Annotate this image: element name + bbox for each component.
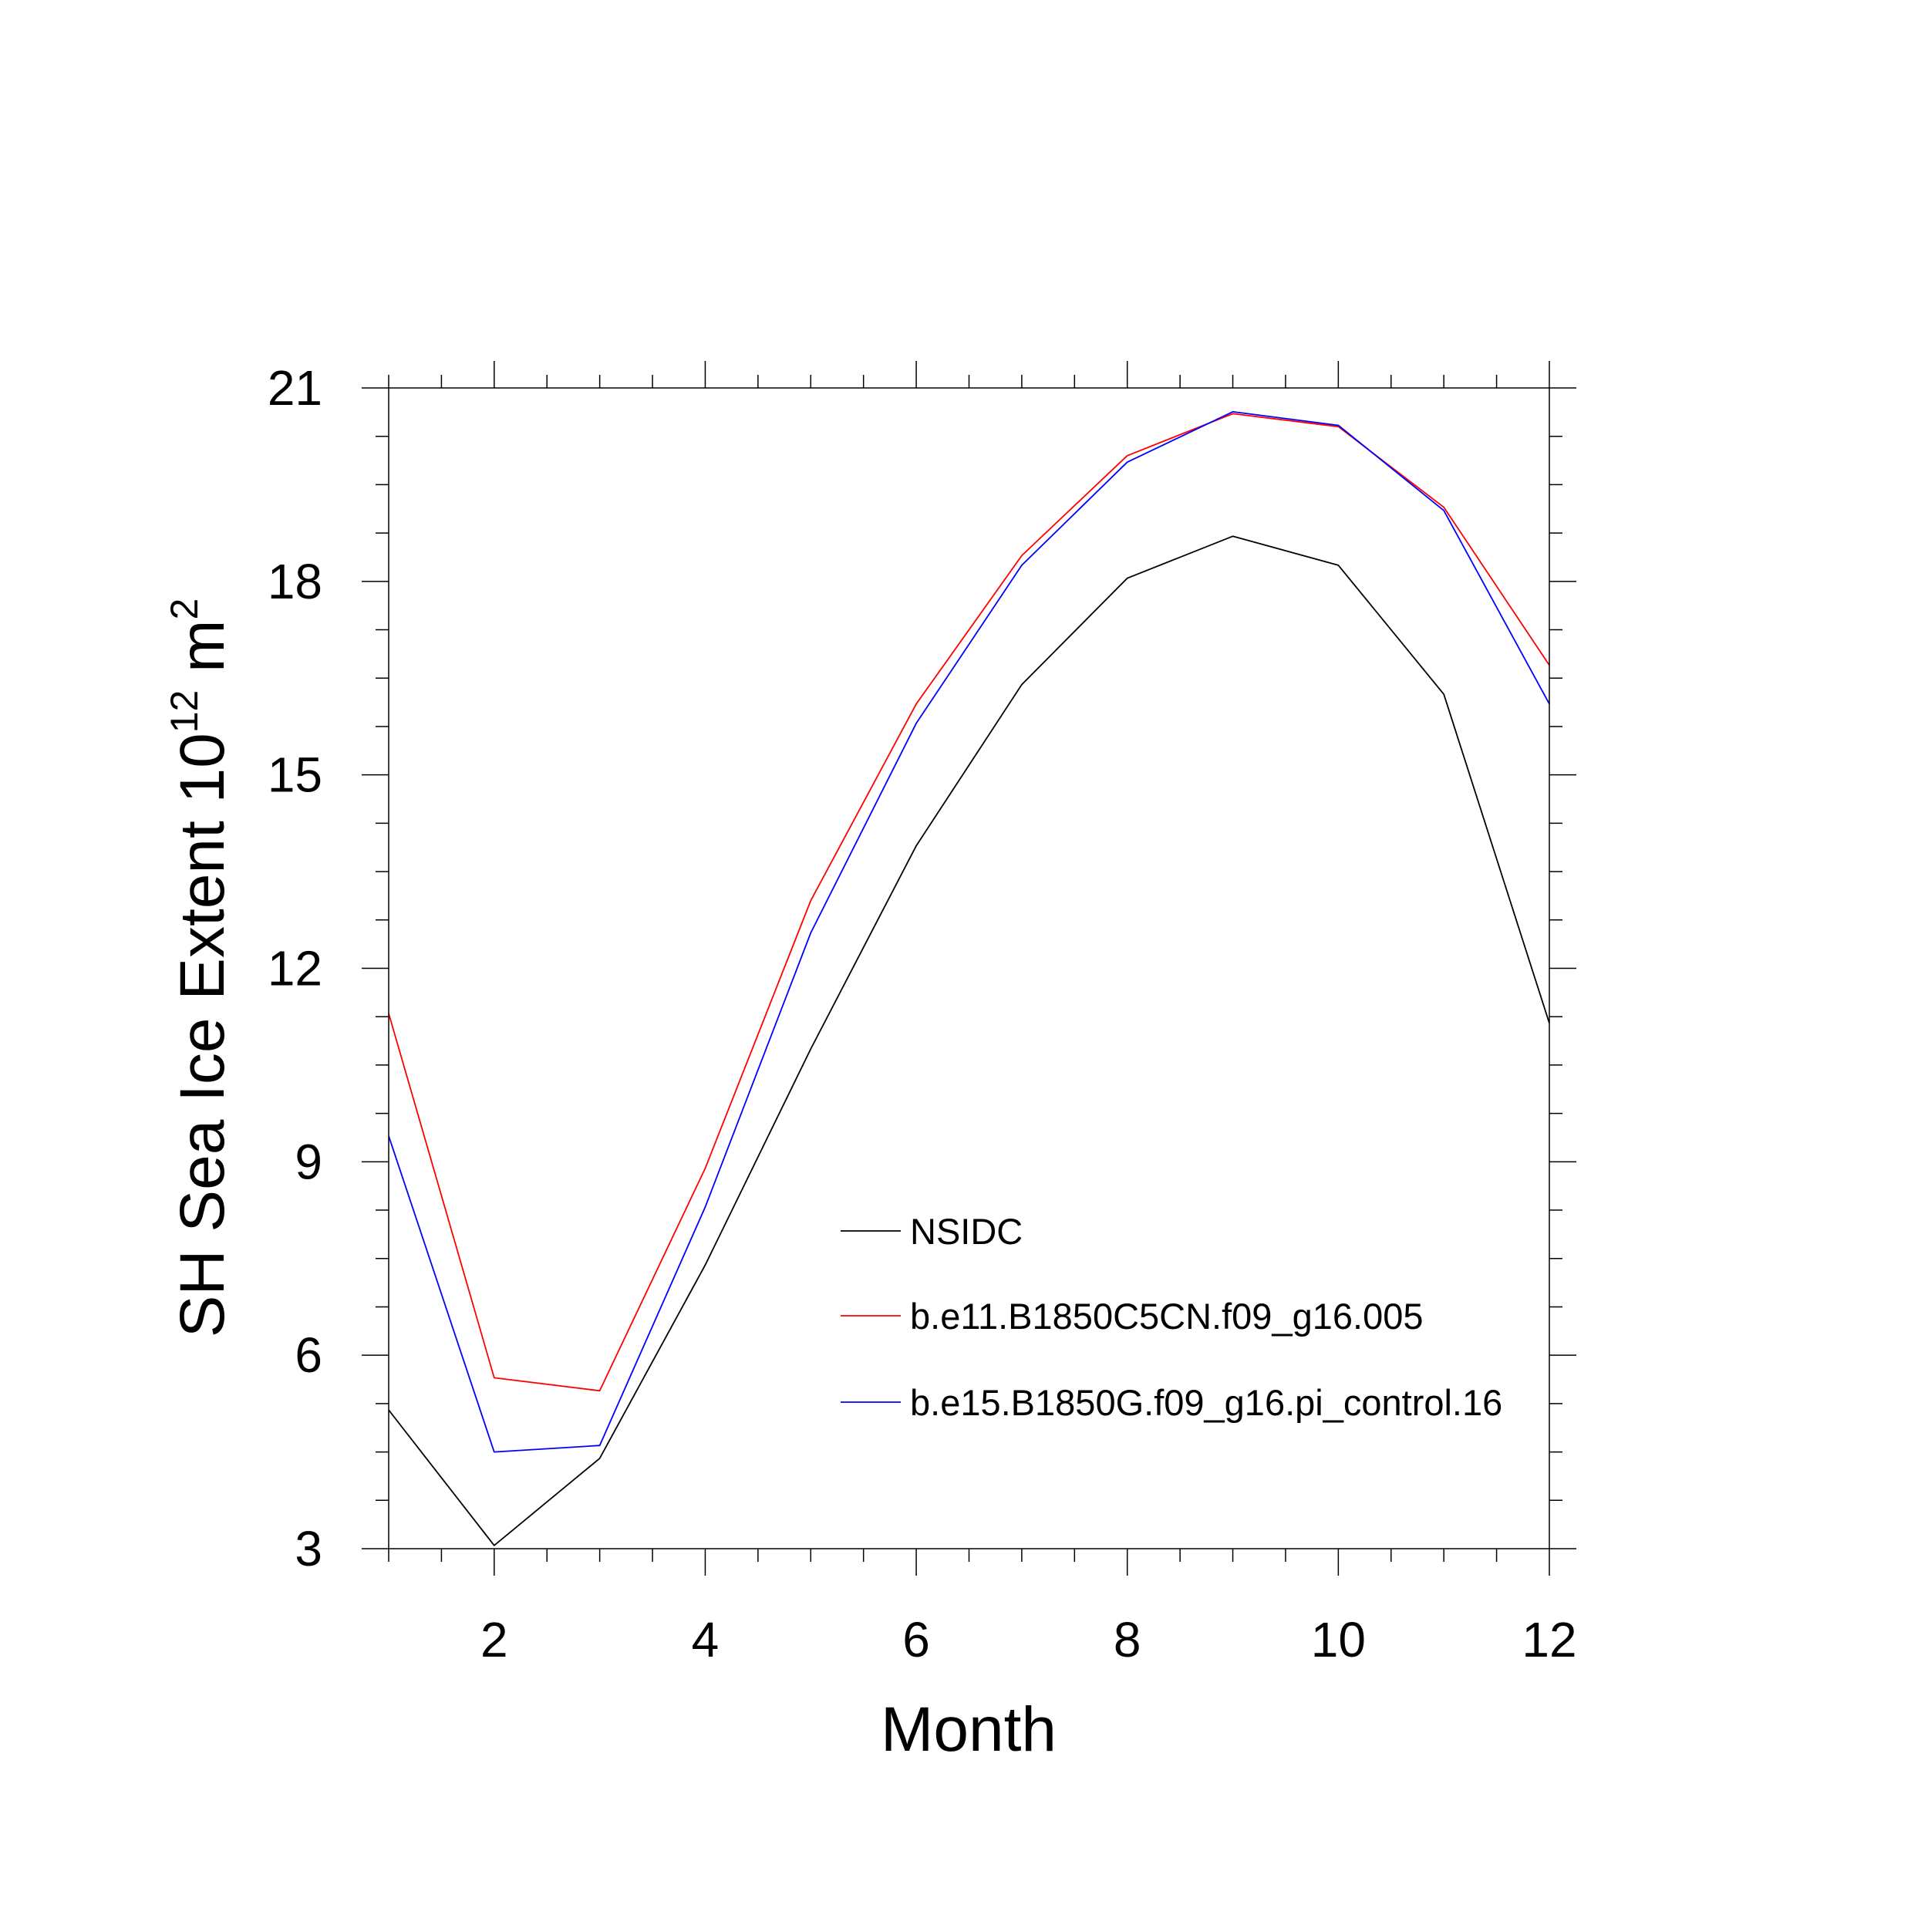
y-tick-label: 15 <box>268 747 322 803</box>
series-lines <box>388 411 1550 1546</box>
y-tick-label: 12 <box>268 941 322 996</box>
y-axis-title: SH Sea Ice Extent 1012 m2 <box>163 598 238 1338</box>
legend-label-1: NSIDC <box>910 1211 1023 1252</box>
y-tick-label: 3 <box>295 1521 322 1576</box>
legend: NSIDC b.e11.B1850C5CN.f09_g16.005 b.e15.B1… <box>841 1211 1502 1423</box>
y-axis-title-unit-exponent: 2 <box>163 598 206 620</box>
legend-label-3: b.e15.B1850G.f09_g16.pi_control.16 <box>910 1382 1502 1423</box>
x-tick-label: 8 <box>1114 1612 1141 1667</box>
y-axis-title-prefix: SH Sea Ice Extent 10 <box>167 733 238 1337</box>
series-line-1 <box>388 535 1550 1546</box>
x-tick-label: 4 <box>692 1612 720 1667</box>
y-tick-label: 6 <box>295 1327 322 1383</box>
tick-labels: 2 4 6 8 10 12 3 6 9 12 15 18 21 <box>268 360 1577 1667</box>
y-tick-label: 21 <box>268 360 322 416</box>
series-line-3 <box>388 411 1550 1453</box>
x-tick-label: 6 <box>902 1612 930 1667</box>
x-tick-label: 10 <box>1311 1612 1366 1667</box>
y-tick-label: 18 <box>268 554 322 609</box>
x-axis-title: Month <box>881 1694 1057 1765</box>
legend-label-2: b.e11.B1850C5CN.f09_g16.005 <box>910 1296 1423 1337</box>
x-tick-label: 2 <box>480 1612 508 1667</box>
plot-frame <box>388 387 1550 1549</box>
y-tick-label: 9 <box>295 1134 322 1189</box>
y-axis-title-unit: m <box>167 620 238 690</box>
y-axis-title-exponent: 12 <box>163 690 206 733</box>
x-tick-label: 12 <box>1522 1612 1576 1667</box>
ticks-layer <box>362 361 1576 1576</box>
